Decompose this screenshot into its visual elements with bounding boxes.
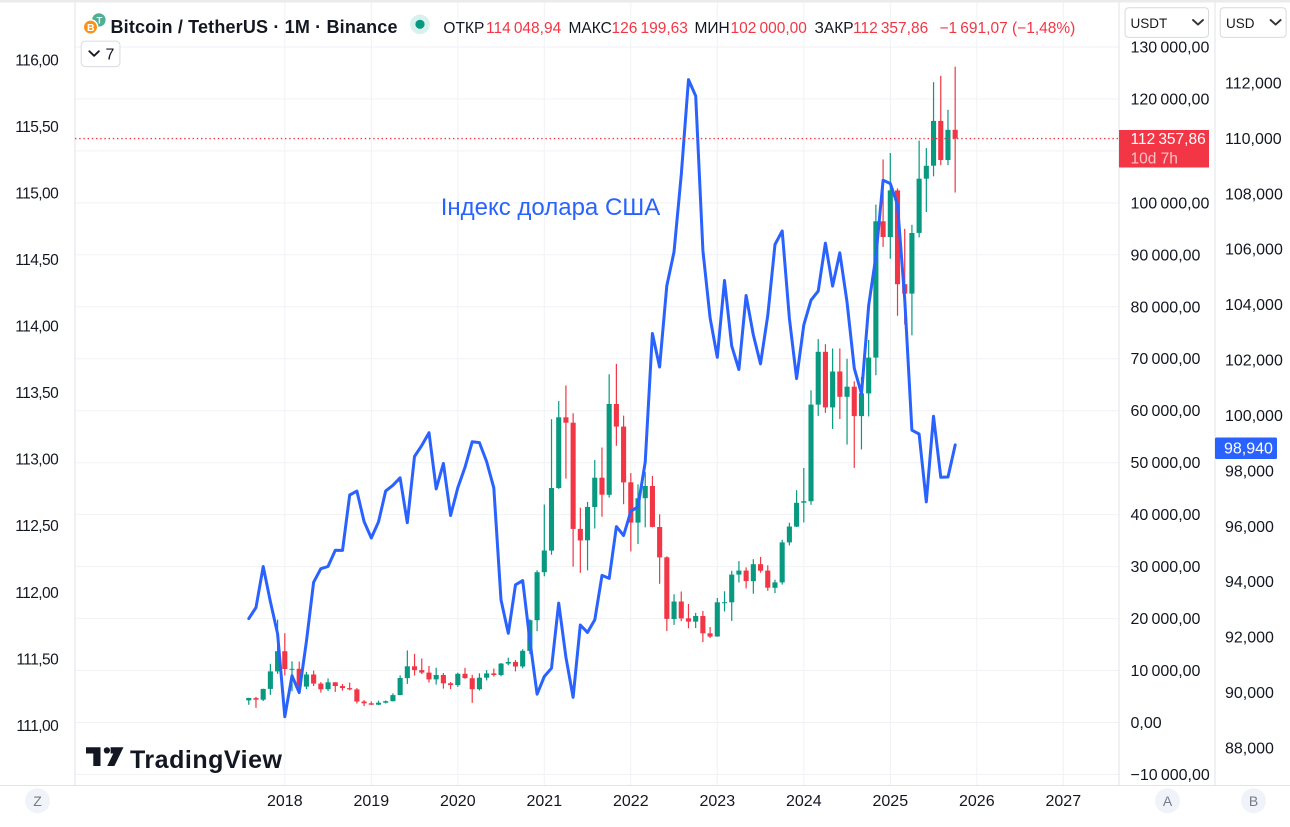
svg-text:B: B bbox=[87, 22, 95, 34]
svg-text:112,000: 112,000 bbox=[1225, 76, 1282, 93]
svg-text:116,00: 116,00 bbox=[15, 52, 59, 69]
svg-text:111,50: 111,50 bbox=[16, 651, 59, 668]
svg-text:102 000,00: 102 000,00 bbox=[731, 20, 808, 37]
svg-text:100 000,00: 100 000,00 bbox=[1131, 195, 1210, 212]
svg-text:T: T bbox=[96, 16, 102, 27]
svg-text:108,000: 108,000 bbox=[1225, 186, 1283, 203]
svg-text:40 000,00: 40 000,00 bbox=[1131, 507, 1201, 524]
svg-text:102,000: 102,000 bbox=[1225, 353, 1283, 370]
svg-text:Індекс долара США: Індекс долара США bbox=[441, 194, 661, 221]
svg-text:126 199,63: 126 199,63 bbox=[612, 20, 688, 37]
svg-text:113,50: 113,50 bbox=[15, 385, 59, 402]
svg-text:ЗАКР: ЗАКР bbox=[815, 20, 854, 37]
svg-text:70 000,00: 70 000,00 bbox=[1131, 351, 1201, 368]
svg-text:2023: 2023 bbox=[700, 793, 736, 810]
svg-text:2020: 2020 bbox=[440, 793, 476, 810]
svg-text:2027: 2027 bbox=[1046, 793, 1082, 810]
svg-text:2025: 2025 bbox=[873, 793, 909, 810]
svg-text:98,940: 98,940 bbox=[1224, 441, 1273, 458]
svg-text:60 000,00: 60 000,00 bbox=[1131, 403, 1201, 420]
svg-text:10 000,00: 10 000,00 bbox=[1131, 663, 1201, 680]
svg-text:120 000,00: 120 000,00 bbox=[1131, 91, 1210, 108]
svg-text:2019: 2019 bbox=[354, 793, 390, 810]
svg-text:Z: Z bbox=[33, 793, 42, 809]
svg-text:50 000,00: 50 000,00 bbox=[1131, 455, 1201, 472]
svg-text:130 000,00: 130 000,00 bbox=[1131, 40, 1210, 57]
svg-text:115,50: 115,50 bbox=[15, 119, 59, 136]
svg-text:Bitcoin / TetherUS · 1M · Bina: Bitcoin / TetherUS · 1M · Binance bbox=[111, 17, 398, 37]
svg-text:115,00: 115,00 bbox=[15, 186, 59, 203]
svg-text:0,00: 0,00 bbox=[1131, 715, 1162, 732]
svg-text:10d 7h: 10d 7h bbox=[1131, 150, 1178, 167]
svg-text:TradingView: TradingView bbox=[130, 746, 283, 774]
svg-text:88,000: 88,000 bbox=[1225, 741, 1274, 758]
svg-text:114,50: 114,50 bbox=[15, 252, 59, 269]
svg-text:98,000: 98,000 bbox=[1225, 463, 1274, 480]
svg-text:2021: 2021 bbox=[527, 793, 563, 810]
svg-text:112,00: 112,00 bbox=[15, 585, 59, 602]
svg-text:110,000: 110,000 bbox=[1225, 131, 1282, 148]
svg-text:104,000: 104,000 bbox=[1225, 297, 1283, 314]
svg-text:112,50: 112,50 bbox=[15, 518, 59, 535]
svg-text:A: A bbox=[1163, 793, 1173, 809]
svg-text:B: B bbox=[1249, 793, 1258, 809]
svg-text:МИН: МИН bbox=[695, 20, 730, 37]
svg-text:2026: 2026 bbox=[959, 793, 995, 810]
svg-text:30 000,00: 30 000,00 bbox=[1131, 559, 1201, 576]
svg-text:−1 691,07 (−1,48%): −1 691,07 (−1,48%) bbox=[940, 20, 1076, 37]
svg-text:90 000,00: 90 000,00 bbox=[1131, 247, 1201, 264]
svg-text:112 357,86: 112 357,86 bbox=[853, 20, 928, 37]
svg-text:USDT: USDT bbox=[1131, 16, 1168, 31]
svg-text:2018: 2018 bbox=[267, 793, 303, 810]
svg-text:113,00: 113,00 bbox=[15, 452, 59, 469]
svg-text:96,000: 96,000 bbox=[1225, 519, 1274, 536]
svg-text:2022: 2022 bbox=[613, 793, 649, 810]
svg-text:94,000: 94,000 bbox=[1225, 574, 1274, 591]
svg-text:ОТКР: ОТКР bbox=[443, 20, 484, 37]
svg-text:106,000: 106,000 bbox=[1225, 242, 1283, 259]
svg-text:2024: 2024 bbox=[786, 793, 822, 810]
svg-text:114,00: 114,00 bbox=[15, 319, 59, 336]
svg-text:80 000,00: 80 000,00 bbox=[1131, 299, 1201, 316]
svg-text:USD: USD bbox=[1226, 16, 1255, 31]
svg-text:90,000: 90,000 bbox=[1225, 685, 1274, 702]
svg-text:92,000: 92,000 bbox=[1225, 630, 1274, 647]
svg-text:100,000: 100,000 bbox=[1225, 408, 1283, 425]
svg-text:7: 7 bbox=[106, 46, 115, 63]
svg-text:114 048,94: 114 048,94 bbox=[486, 20, 562, 37]
svg-text:20 000,00: 20 000,00 bbox=[1131, 611, 1201, 628]
svg-text:−10 000,00: −10 000,00 bbox=[1131, 767, 1210, 784]
svg-text:МАКС: МАКС bbox=[569, 20, 612, 37]
svg-text:111,00: 111,00 bbox=[16, 718, 59, 735]
svg-text:112 357,86: 112 357,86 bbox=[1131, 131, 1206, 148]
